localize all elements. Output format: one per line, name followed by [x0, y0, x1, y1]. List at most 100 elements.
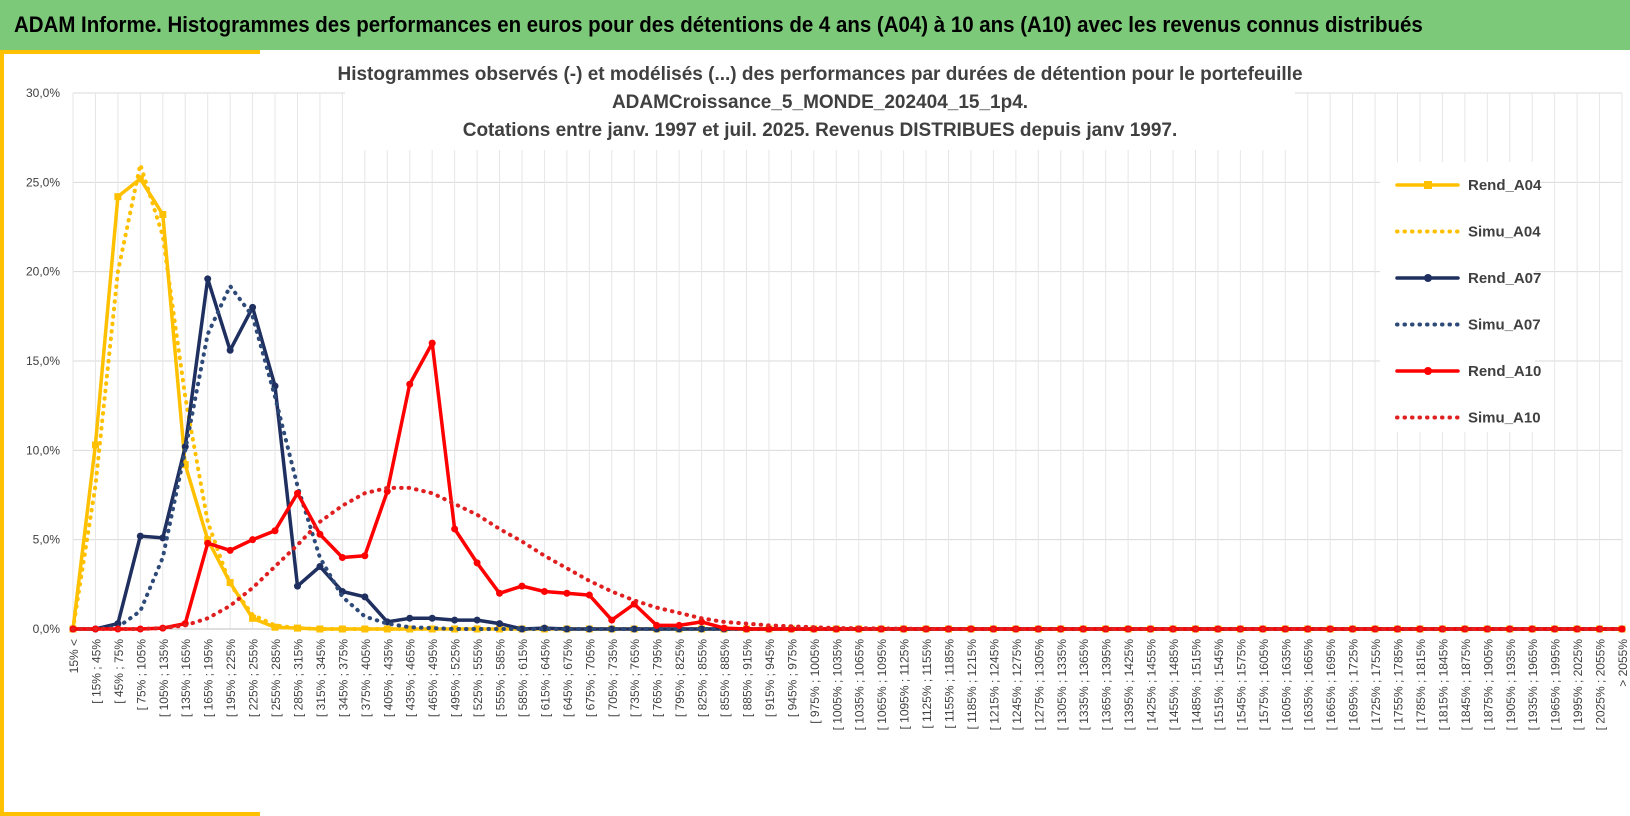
chart-title: Histogrammes observés (-) et modélisés (…: [337, 64, 1302, 85]
x-tick-label: [ 825% ; 855%: [696, 639, 710, 717]
marker: [518, 582, 526, 590]
x-tick-label: [ 945% ; 975%: [785, 639, 799, 717]
legend-label: Simu_A07: [1468, 317, 1541, 334]
chart-title: Cotations entre janv. 1997 et juil. 2025…: [463, 120, 1178, 141]
marker: [608, 616, 616, 624]
marker: [91, 441, 99, 449]
marker: [451, 625, 459, 633]
x-tick-label: [ 735% ; 765%: [628, 639, 642, 717]
x-tick-label: [ 1035% ; 1065%: [853, 639, 867, 731]
x-tick-label: [ 1215% ; 1245%: [987, 639, 1001, 731]
marker: [406, 625, 414, 633]
x-tick-label: [ 1575% ; 1605%: [1257, 639, 1271, 731]
marker: [159, 210, 167, 218]
marker: [293, 582, 301, 590]
marker: [249, 536, 257, 544]
marker: [653, 621, 661, 629]
marker: [271, 623, 279, 631]
legend-label: Rend_A07: [1468, 270, 1541, 287]
x-tick-label: [ 585% ; 615%: [516, 639, 530, 717]
marker: [428, 339, 436, 347]
marker: [249, 303, 257, 311]
x-tick-label: [ 1845% ; 1875%: [1459, 639, 1473, 731]
x-tick-label: [ 1725% ; 1755%: [1369, 639, 1383, 731]
marker: [316, 562, 324, 570]
x-tick-label: [ 405% ; 435%: [381, 639, 395, 717]
y-tick-label: 25,0%: [26, 175, 60, 189]
marker: [473, 625, 481, 633]
x-tick-label: [ 1365% ; 1395%: [1100, 639, 1114, 731]
x-tick-label: [ 675% ; 705%: [583, 639, 597, 717]
marker: [226, 546, 234, 554]
x-tick-label: [ 1395% ; 1425%: [1122, 639, 1136, 731]
marker: [630, 625, 638, 633]
legend-marker: [1424, 181, 1432, 189]
x-tick-label: [ 375% ; 405%: [359, 639, 373, 717]
marker: [226, 346, 234, 354]
marker: [496, 625, 504, 633]
x-tick-label: [ 615% ; 645%: [538, 639, 552, 717]
x-tick-label: [ 915% ; 945%: [763, 639, 777, 717]
x-tick-label: [ 855% ; 885%: [718, 639, 732, 717]
legend-label: Simu_A10: [1468, 410, 1541, 427]
x-tick-label: [ 135% ; 165%: [179, 639, 193, 717]
title-box: [345, 66, 1295, 150]
marker: [338, 625, 346, 633]
chart-title: ADAMCroissance_5_MONDE_202404_15_1p4.: [612, 92, 1028, 113]
marker: [675, 621, 683, 629]
x-tick-label: 15% <: [67, 639, 81, 673]
marker: [338, 554, 346, 562]
x-tick-label: [ 1515% ; 1545%: [1212, 639, 1226, 731]
x-tick-label: [ 1935% ; 1965%: [1526, 639, 1540, 731]
x-tick-label: [ 1065% ; 1095%: [875, 639, 889, 731]
x-tick-label: [ 1875% ; 1905%: [1481, 639, 1495, 731]
x-tick-label: [ 465% ; 495%: [426, 639, 440, 717]
marker: [204, 275, 212, 283]
x-tick-label: [ 1635% ; 1665%: [1302, 639, 1316, 731]
marker: [563, 625, 571, 633]
x-tick-label: [ 1995% ; 2025%: [1571, 639, 1585, 731]
marker: [585, 625, 593, 633]
x-tick-label: [ 495% ; 525%: [449, 639, 463, 717]
x-tick-label: [ 225% ; 255%: [247, 639, 261, 717]
x-tick-label: [ 555% ; 585%: [494, 639, 508, 717]
marker: [698, 618, 706, 626]
x-tick-label: [ 285% ; 315%: [291, 639, 305, 717]
x-tick-label: [ 1755% ; 1785%: [1392, 639, 1406, 731]
marker: [293, 624, 301, 632]
marker: [496, 589, 504, 597]
marker: [473, 616, 481, 624]
series-line: [71, 341, 1624, 631]
marker: [204, 536, 212, 544]
header-bar: ADAM Informe. Histogrammes des performan…: [0, 0, 1630, 50]
x-tick-label: [ 1275% ; 1305%: [1032, 639, 1046, 731]
x-tick-label: [ 1155% ; 1185%: [943, 639, 957, 729]
marker: [540, 587, 548, 595]
x-tick-label: [ 885% ; 915%: [740, 639, 754, 717]
marker: [473, 559, 481, 567]
x-tick-label: [ 45% ; 75%: [112, 639, 126, 704]
x-tick-label: [ 1455% ; 1485%: [1167, 639, 1181, 731]
legend: [1380, 162, 1535, 432]
x-tick-label: [ 195% ; 225%: [224, 639, 238, 717]
x-tick-label: [ 1185% ; 1215%: [965, 639, 979, 730]
x-tick-label: [ 15% ; 45%: [89, 639, 103, 704]
x-tick-label: [ 1095% ; 1125%: [898, 639, 912, 730]
marker: [136, 532, 144, 540]
x-tick-label: [ 315% ; 345%: [314, 639, 328, 717]
marker: [518, 625, 526, 633]
legend-label: Rend_A04: [1468, 177, 1542, 194]
series-line: [71, 485, 1624, 631]
legend-marker: [1424, 367, 1432, 375]
y-tick-label: 20,0%: [26, 265, 60, 279]
x-tick-label: [ 435% ; 465%: [404, 639, 418, 717]
marker: [585, 591, 593, 599]
x-tick-label: [ 1125% ; 1155%: [920, 639, 934, 729]
marker: [249, 614, 257, 622]
x-tick-label: [ 165% ; 195%: [202, 639, 216, 717]
x-tick-label: [ 1605% ; 1635%: [1279, 639, 1293, 731]
x-tick-label: [ 2025% ; 2055%: [1594, 639, 1608, 731]
x-tick-label: [ 1245% ; 1275%: [1010, 639, 1024, 731]
marker: [136, 175, 144, 183]
x-tick-label: [ 705% ; 735%: [606, 639, 620, 717]
